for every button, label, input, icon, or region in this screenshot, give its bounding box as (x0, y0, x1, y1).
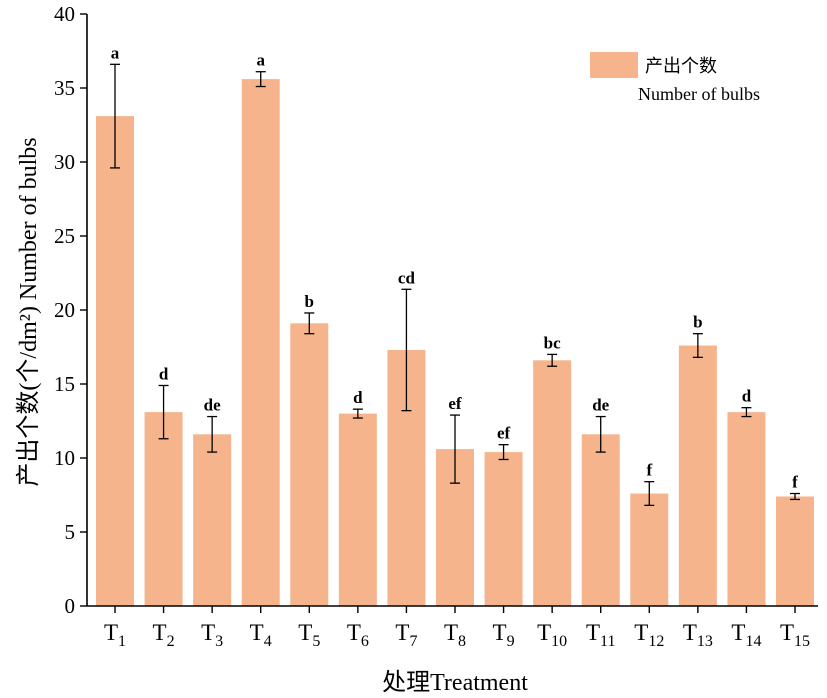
x-tick-label: T15 (780, 620, 810, 650)
error-bar (110, 63, 120, 169)
error-bar (401, 288, 412, 412)
y-tick-label: 15 (54, 372, 75, 396)
significance-label: a (111, 43, 120, 62)
bar (193, 434, 232, 606)
x-tick-label: T7 (395, 620, 417, 650)
y-tick-label: 0 (65, 594, 76, 618)
bar (484, 452, 523, 606)
x-axis-title: 处理Treatment (382, 669, 528, 696)
bar (776, 496, 814, 606)
bar (678, 345, 717, 606)
y-tick-label: 30 (54, 150, 75, 174)
legend-swatch (590, 52, 638, 78)
bar (144, 412, 183, 606)
x-tick-label: T9 (493, 620, 515, 650)
legend-label-en: Number of bulbs (638, 84, 760, 104)
x-tick-label: T8 (444, 620, 466, 650)
significance-label: de (592, 396, 609, 415)
x-tick-label: T2 (153, 620, 175, 650)
significance-label: f (646, 461, 652, 480)
error-bar (255, 71, 266, 88)
y-tick-label: 25 (54, 224, 75, 248)
y-tick-label: 35 (54, 76, 75, 100)
significance-label: de (204, 396, 221, 415)
error-bar (207, 415, 218, 453)
y-tick-label: 5 (65, 520, 76, 544)
bar (241, 79, 280, 607)
error-bar (790, 492, 800, 501)
error-bar (644, 481, 655, 507)
significance-label: d (742, 387, 752, 406)
y-tick-label: 20 (54, 298, 75, 322)
bars-layer (96, 79, 814, 607)
error-bar (741, 407, 752, 418)
bar (630, 493, 669, 606)
error-bar (450, 414, 460, 484)
bar (338, 413, 377, 606)
significance-label: ef (497, 424, 511, 443)
error-bar (352, 408, 363, 419)
error-bar (547, 353, 558, 367)
y-tick-label: 10 (54, 446, 75, 470)
significance-label: cd (398, 268, 416, 287)
x-tick-label: T12 (634, 620, 664, 650)
bar (96, 116, 134, 607)
significance-labels-layer: a d de a b d cd ef ef bc de f b d f (111, 43, 798, 491)
error-bar (595, 415, 606, 453)
error-bars-layer (110, 63, 800, 507)
x-tick-label: T1 (104, 620, 126, 650)
significance-label: b (693, 313, 702, 332)
x-tick-label: T3 (201, 620, 223, 650)
y-axis-title: 产出个数(个/dm²) Number of bulbs (15, 137, 42, 486)
x-tick-label: T10 (537, 620, 567, 650)
bar (727, 412, 766, 606)
significance-label: d (159, 364, 169, 383)
significance-label: b (305, 292, 314, 311)
x-tick-label: T6 (347, 620, 369, 650)
x-tick-label: T13 (683, 620, 713, 650)
y-ticks-layer: 0 5 10 15 20 25 30 35 40 (54, 2, 87, 618)
error-bar (158, 384, 169, 440)
x-tick-label: T11 (586, 620, 615, 650)
significance-label: a (256, 51, 265, 70)
x-ticks-layer: T1 T2 T3 T4 T5 T6 T7 T8 T9 T10 T11 T12 T13 T14 T15 (104, 606, 810, 650)
bar (290, 323, 329, 606)
bar (533, 360, 572, 606)
significance-label: bc (544, 333, 561, 352)
legend-label-cn: 产出个数 (645, 56, 717, 76)
significance-label: ef (448, 394, 462, 413)
x-tick-label: T4 (250, 620, 272, 650)
significance-label: d (353, 388, 363, 407)
bar (581, 434, 620, 606)
x-tick-label: T14 (731, 620, 761, 650)
y-tick-label: 40 (54, 2, 75, 26)
error-bar (692, 333, 703, 359)
error-bar (304, 312, 315, 335)
legend: 产出个数 Number of bulbs (590, 52, 760, 104)
error-bar (498, 444, 509, 461)
x-tick-label: T5 (298, 620, 320, 650)
significance-label: f (792, 473, 798, 492)
